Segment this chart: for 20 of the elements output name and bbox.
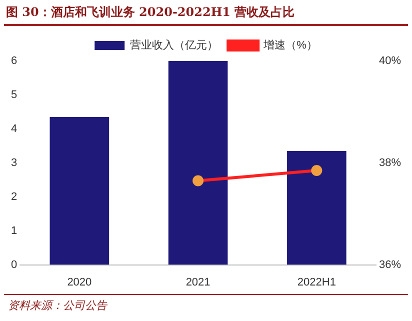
legend-label: 增速（%） — [262, 38, 318, 52]
x-tick-label: 2020 — [67, 276, 92, 288]
bar — [287, 151, 346, 265]
chart-title: 图 30：酒店和飞训业务 2020-2022H1 营收及占比 — [6, 4, 295, 21]
text: 资料来源：公司公告 — [8, 298, 107, 313]
x-tick-label: 2021 — [186, 276, 210, 288]
y-tick-label: 6 — [10, 55, 18, 68]
x-tick-label: 2022H1 — [297, 276, 336, 288]
bar — [168, 61, 228, 265]
legend-label: 营业收入（亿元） — [130, 38, 218, 52]
y2-tick-label: 38% — [378, 156, 402, 169]
y-tick-label: 4 — [10, 122, 18, 135]
y-tick-label: 2 — [10, 190, 18, 203]
bar — [50, 117, 110, 265]
y-tick-label: 3 — [10, 156, 18, 169]
y2-tick-label: 40% — [378, 55, 402, 68]
y-tick-label: 5 — [10, 89, 18, 101]
y-tick-label: 0 — [10, 258, 18, 271]
y-tick-label: 1 — [10, 224, 18, 237]
y2-tick-label: 36% — [378, 258, 402, 271]
